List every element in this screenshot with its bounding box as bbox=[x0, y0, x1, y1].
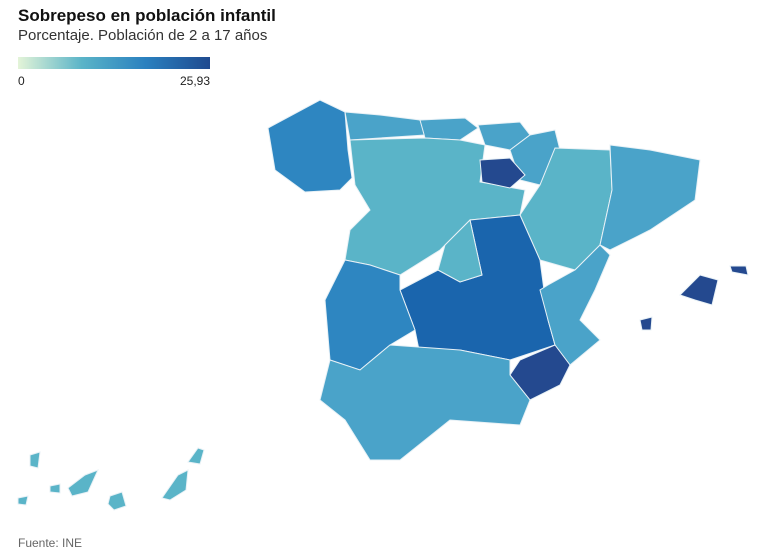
region bbox=[161, 469, 189, 501]
region bbox=[344, 111, 426, 141]
region bbox=[419, 117, 479, 141]
region bbox=[679, 274, 719, 306]
region bbox=[639, 316, 653, 331]
region bbox=[479, 157, 526, 189]
legend-min: 0 bbox=[18, 74, 25, 88]
region bbox=[67, 469, 99, 497]
region bbox=[729, 265, 749, 276]
region bbox=[29, 451, 41, 469]
region bbox=[319, 344, 531, 461]
region bbox=[17, 495, 29, 506]
region bbox=[107, 491, 127, 511]
region bbox=[539, 244, 611, 366]
source: Fuente: INE bbox=[18, 536, 83, 550]
region bbox=[599, 144, 701, 251]
legend-gradient bbox=[18, 57, 210, 69]
legend-max: 25,93 bbox=[179, 74, 210, 88]
region bbox=[187, 447, 205, 465]
region bbox=[437, 218, 483, 283]
region bbox=[49, 483, 61, 494]
title: Sobrepeso en población infantil bbox=[18, 6, 276, 25]
region bbox=[324, 259, 416, 371]
subtitle: Porcentaje. Población de 2 a 17 años bbox=[18, 27, 268, 44]
region bbox=[267, 99, 353, 193]
